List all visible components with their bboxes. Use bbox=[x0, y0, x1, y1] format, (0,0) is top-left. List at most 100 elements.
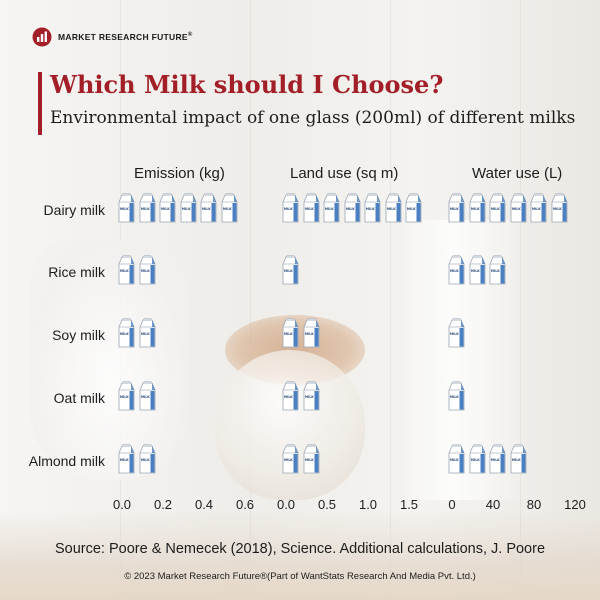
svg-text:MILK: MILK bbox=[386, 207, 395, 211]
svg-text:MILK: MILK bbox=[140, 207, 149, 211]
svg-text:MILK: MILK bbox=[511, 207, 520, 211]
milk-carton-icon: MILK bbox=[180, 193, 197, 223]
milk-carton-icon: MILK bbox=[303, 193, 320, 223]
milk-carton-icon: MILK bbox=[489, 255, 506, 285]
milk-carton-icon: MILK bbox=[323, 193, 340, 223]
svg-text:MILK: MILK bbox=[202, 207, 211, 211]
svg-text:MILK: MILK bbox=[284, 269, 293, 273]
milk-carton-icon: MILK bbox=[139, 381, 156, 411]
svg-text:MILK: MILK bbox=[284, 207, 293, 211]
milk-carton-icon: MILK bbox=[139, 255, 156, 285]
milk-carton-icon: MILK bbox=[530, 193, 547, 223]
svg-text:MILK: MILK bbox=[345, 207, 354, 211]
svg-text:MILK: MILK bbox=[284, 332, 293, 336]
milk-carton-icon: MILK bbox=[118, 381, 135, 411]
svg-text:MILK: MILK bbox=[304, 332, 313, 336]
milk-carton-icon: MILK bbox=[344, 193, 361, 223]
svg-text:MILK: MILK bbox=[511, 458, 520, 462]
svg-text:MILK: MILK bbox=[325, 207, 334, 211]
brand-name: MARKET RESEARCH FUTURE® bbox=[58, 32, 193, 42]
milk-carton-icon: MILK bbox=[282, 381, 299, 411]
svg-text:MILK: MILK bbox=[284, 458, 293, 462]
milk-carton-icon: MILK bbox=[118, 444, 135, 474]
bar-chart-logo-icon bbox=[32, 27, 52, 47]
svg-text:MILK: MILK bbox=[140, 458, 149, 462]
milk-carton-icon: MILK bbox=[469, 255, 486, 285]
tick-label: 0.2 bbox=[153, 497, 173, 512]
svg-text:MILK: MILK bbox=[366, 207, 375, 211]
tick-label: 40 bbox=[485, 497, 501, 512]
svg-text:MILK: MILK bbox=[470, 458, 479, 462]
tick-label: 120 bbox=[564, 497, 586, 512]
source-note: Source: Poore & Nemecek (2018), Science.… bbox=[54, 541, 546, 557]
milk-carton-icon: MILK bbox=[139, 444, 156, 474]
wood-plank-line bbox=[250, 0, 251, 600]
svg-text:MILK: MILK bbox=[491, 207, 500, 211]
svg-text:MILK: MILK bbox=[222, 207, 231, 211]
svg-text:MILK: MILK bbox=[140, 395, 149, 399]
svg-text:MILK: MILK bbox=[450, 332, 459, 336]
svg-text:MILK: MILK bbox=[470, 207, 479, 211]
page-subtitle: Environmental impact of one glass (200ml… bbox=[50, 108, 576, 128]
milk-carton-icon: MILK bbox=[200, 193, 217, 223]
tick-label: 80 bbox=[526, 497, 542, 512]
svg-text:MILK: MILK bbox=[140, 332, 149, 336]
panel-header-water-use: Water use (L) bbox=[472, 165, 563, 182]
svg-text:MILK: MILK bbox=[450, 395, 459, 399]
milk-carton-icon: MILK bbox=[405, 193, 422, 223]
svg-text:MILK: MILK bbox=[450, 458, 459, 462]
svg-text:MILK: MILK bbox=[304, 207, 313, 211]
row-label-almond: Almond milk bbox=[28, 453, 105, 469]
milk-carton-icon: MILK bbox=[469, 444, 486, 474]
milk-carton-icon: MILK bbox=[118, 318, 135, 348]
svg-text:MILK: MILK bbox=[491, 269, 500, 273]
milk-carton-icon: MILK bbox=[510, 444, 527, 474]
milk-carton-icon: MILK bbox=[469, 193, 486, 223]
milk-carton-icon: MILK bbox=[448, 255, 465, 285]
milk-carton-icon: MILK bbox=[448, 318, 465, 348]
milk-carton-icon: MILK bbox=[303, 381, 320, 411]
svg-text:MILK: MILK bbox=[120, 207, 129, 211]
bowl-photo bbox=[215, 350, 365, 500]
tick-label: 0.0 bbox=[276, 497, 296, 512]
tick-label: 1.0 bbox=[358, 497, 378, 512]
brand-logo[interactable]: MARKET RESEARCH FUTURE® bbox=[32, 27, 193, 47]
panel-header-emission: Emission (kg) bbox=[134, 165, 225, 182]
tick-label: 0 bbox=[448, 497, 456, 512]
milk-glass-photo bbox=[400, 220, 530, 500]
svg-text:MILK: MILK bbox=[120, 458, 129, 462]
title-accent-bar bbox=[38, 72, 42, 135]
svg-text:MILK: MILK bbox=[552, 207, 561, 211]
svg-text:MILK: MILK bbox=[120, 332, 129, 336]
tick-label: 0.5 bbox=[317, 497, 337, 512]
milk-carton-icon: MILK bbox=[448, 193, 465, 223]
tick-label: 1.5 bbox=[399, 497, 419, 512]
milk-carton-icon: MILK bbox=[448, 444, 465, 474]
svg-text:MILK: MILK bbox=[470, 269, 479, 273]
panel-header-land-use: Land use (sq m) bbox=[290, 165, 399, 182]
milk-carton-icon: MILK bbox=[282, 193, 299, 223]
milk-carton-icon: MILK bbox=[139, 193, 156, 223]
tick-label: 0.6 bbox=[235, 497, 255, 512]
milk-carton-icon: MILK bbox=[282, 318, 299, 348]
milk-carton-icon: MILK bbox=[118, 193, 135, 223]
milk-carton-icon: MILK bbox=[489, 193, 506, 223]
milk-carton-icon: MILK bbox=[385, 193, 402, 223]
svg-text:MILK: MILK bbox=[120, 269, 129, 273]
milk-carton-icon: MILK bbox=[139, 318, 156, 348]
row-label-dairy: Dairy milk bbox=[43, 202, 105, 218]
row-label-oat: Oat milk bbox=[53, 390, 105, 406]
wood-plank-line bbox=[390, 0, 391, 600]
svg-text:MILK: MILK bbox=[450, 207, 459, 211]
milk-carton-icon: MILK bbox=[118, 255, 135, 285]
brand-name-text: MARKET RESEARCH FUTURE bbox=[58, 32, 188, 42]
milk-carton-icon: MILK bbox=[303, 444, 320, 474]
milk-jar-photo bbox=[30, 240, 190, 480]
svg-text:MILK: MILK bbox=[304, 458, 313, 462]
svg-text:MILK: MILK bbox=[450, 269, 459, 273]
milk-carton-icon: MILK bbox=[364, 193, 381, 223]
tick-label: 0.4 bbox=[194, 497, 214, 512]
svg-text:MILK: MILK bbox=[140, 269, 149, 273]
milk-carton-icon: MILK bbox=[551, 193, 568, 223]
milk-carton-icon: MILK bbox=[448, 381, 465, 411]
